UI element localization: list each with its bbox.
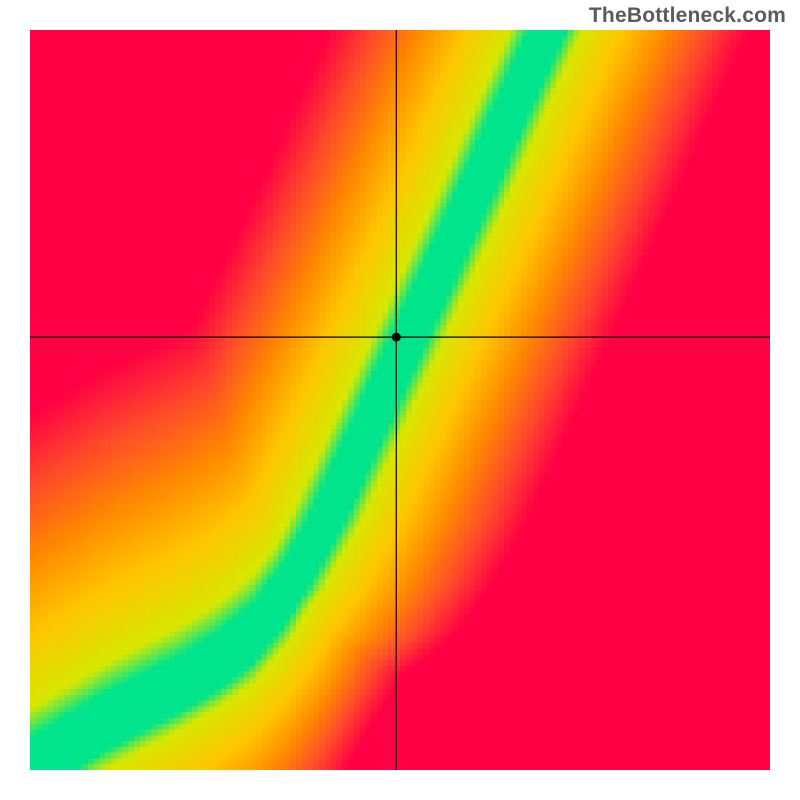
heatmap-plot bbox=[30, 30, 770, 770]
watermark-text: TheBottleneck.com bbox=[589, 4, 786, 28]
heatmap-canvas bbox=[30, 30, 770, 770]
